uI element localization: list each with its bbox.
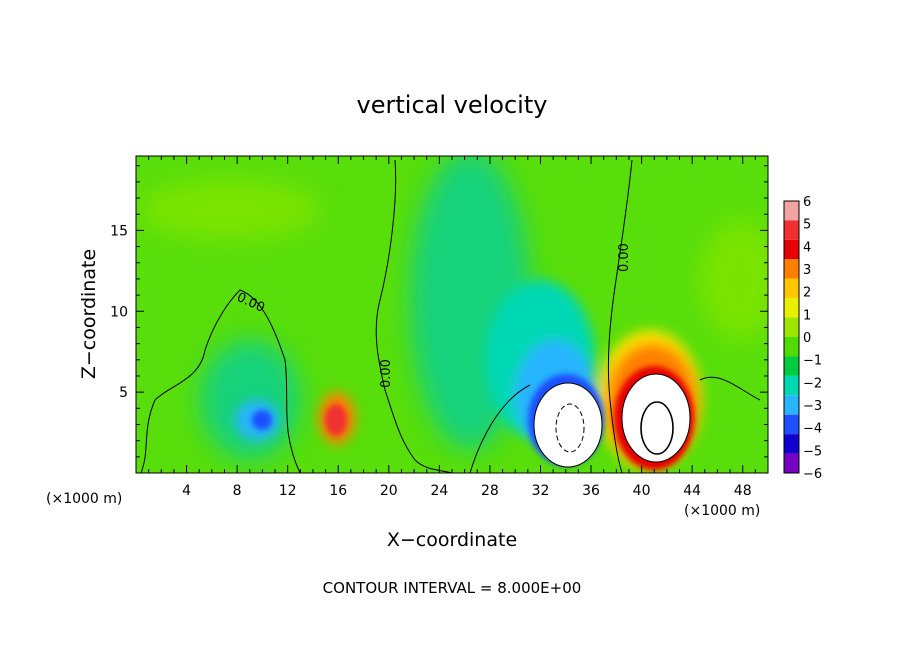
colorbar-label: 6: [803, 195, 811, 210]
x-tick-label: 36: [582, 483, 600, 499]
x-tick-label: 16: [329, 483, 347, 499]
colorbar-swatch: [784, 414, 799, 435]
colorbar-swatch: [784, 356, 799, 376]
velocity-field: 0.00 0.00 0.00: [136, 156, 768, 473]
colorbar-label: 3: [803, 263, 811, 278]
x-axis-title: X−coordinate: [387, 529, 517, 551]
x-tick-label: 44: [683, 483, 701, 499]
zero-contour-right: [607, 159, 633, 473]
colorbar-swatch: [784, 220, 799, 240]
colorbar-swatch: [784, 453, 799, 473]
x-tick-label: 32: [532, 483, 550, 499]
y-axis-title: Z−coordinate: [78, 249, 100, 379]
x-unit-left: (×1000 m): [46, 491, 122, 507]
y-tick-label: 10: [110, 304, 128, 320]
x-tick-label: 40: [633, 483, 651, 499]
x-tick-label: 20: [380, 483, 398, 499]
colorbar-frame: [783, 200, 800, 474]
colorbar-label: 1: [803, 308, 811, 323]
zero-contour-middle: [375, 159, 453, 473]
colorbar-swatch: [784, 259, 799, 279]
x-tick-label: 8: [233, 483, 242, 499]
colorbar-swatch: [784, 434, 799, 454]
x-tick-label: 48: [734, 483, 752, 499]
chart-title: vertical velocity: [357, 91, 548, 119]
x-tick-label: 28: [481, 483, 499, 499]
x-tick-label: 24: [430, 483, 448, 499]
weak-updraft-right: [700, 220, 768, 340]
downdraft-contour-inner: [555, 403, 585, 453]
colorbar-label: −2: [803, 376, 822, 391]
colorbar-label: 2: [803, 286, 811, 301]
colorbar-swatch: [784, 337, 799, 357]
colorbar-label: −6: [803, 467, 822, 482]
colorbar-swatch: [784, 201, 799, 221]
colorbar-label: 4: [803, 240, 811, 255]
small-updraft-peak: [325, 404, 347, 436]
colorbar-label: −1: [803, 354, 822, 369]
colorbar-label: −5: [803, 444, 822, 459]
colorbar-label: −4: [803, 422, 822, 437]
small-downdraft-peak: [252, 410, 272, 430]
weak-downdraft-low: [200, 340, 300, 460]
colorbar-swatch: [784, 375, 799, 396]
updraft-saturated-core: [621, 373, 691, 463]
weak-updraft-upper-left: [140, 180, 320, 240]
y-tick-label: 5: [119, 385, 128, 401]
contour-label-middle: 0.00: [379, 359, 394, 388]
colorbar-label: 5: [803, 218, 811, 233]
colorbar-swatch: [784, 278, 799, 299]
colorbar: 6 5 4 3 2 1 0 −1 −2 −3 −4 −5 −6: [783, 195, 822, 482]
colorbar-label: −3: [803, 399, 822, 414]
zero-contour-lower: [469, 376, 761, 473]
x-tick-label: 4: [182, 483, 191, 499]
updraft-contour-inner: [640, 401, 674, 455]
contour-interval-note: CONTOUR INTERVAL = 8.000E+00: [323, 579, 582, 597]
zero-contour-left: [140, 289, 301, 473]
colorbar-swatch: [784, 395, 799, 415]
x-unit-right: (×1000 m): [684, 503, 760, 519]
colorbar-swatch: [784, 298, 799, 318]
colorbar-swatch: [784, 317, 799, 337]
y-tick-label: 15: [110, 223, 128, 239]
downdraft-saturated-core: [533, 382, 603, 468]
colorbar-label: 0: [803, 331, 811, 346]
contour-label-right: 0.00: [617, 243, 632, 272]
colorbar-swatch: [784, 239, 799, 260]
x-tick-label: 12: [279, 483, 297, 499]
